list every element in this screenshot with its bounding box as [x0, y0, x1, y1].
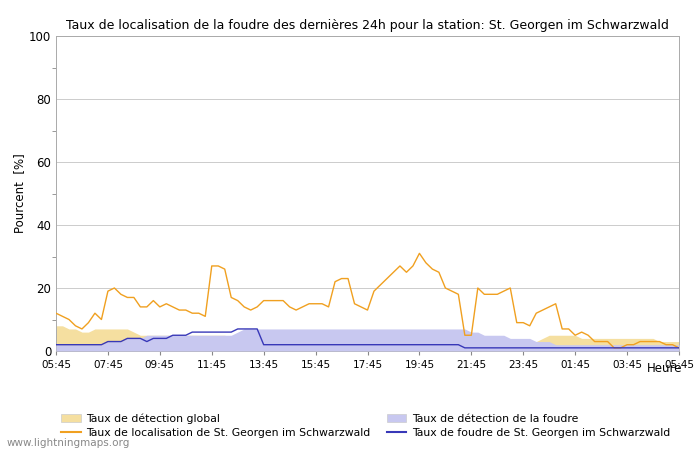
- Text: www.lightningmaps.org: www.lightningmaps.org: [7, 438, 130, 448]
- Text: Heure: Heure: [647, 362, 682, 375]
- Title: Taux de localisation de la foudre des dernières 24h pour la station: St. Georgen: Taux de localisation de la foudre des de…: [66, 19, 669, 32]
- Legend: Taux de détection global, Taux de localisation de St. Georgen im Schwarzwald, Ta: Taux de détection global, Taux de locali…: [62, 413, 670, 438]
- Y-axis label: Pourcent  [%]: Pourcent [%]: [13, 153, 26, 234]
